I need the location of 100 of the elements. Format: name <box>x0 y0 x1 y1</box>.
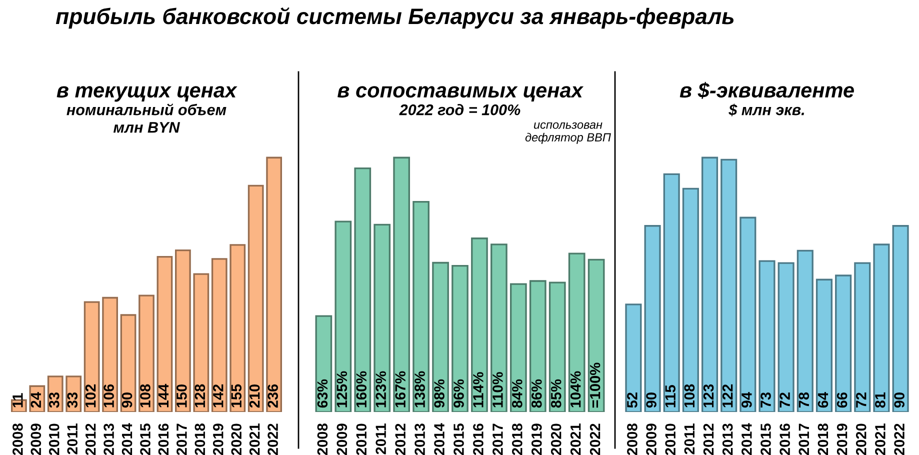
x-tick-label: 2019 <box>836 424 848 455</box>
bar <box>266 156 282 412</box>
bar <box>84 301 100 412</box>
bar <box>854 262 871 412</box>
bar <box>490 244 508 412</box>
x-tick-label: 2009 <box>30 424 42 455</box>
data-label: 123 <box>703 384 714 408</box>
x-tick-label: 2014 <box>434 423 444 455</box>
bar <box>740 216 756 412</box>
x-tick-label: 2015 <box>454 424 464 455</box>
data-label: 94 <box>742 392 752 408</box>
bar <box>374 224 391 412</box>
x-tick-label: 2018 <box>194 424 206 455</box>
bar <box>230 244 246 412</box>
data-label: 90 <box>122 392 132 408</box>
bar <box>393 156 410 412</box>
x-tick-label: 2011 <box>67 424 78 454</box>
chart-title: в сопоставимых ценах <box>338 86 584 102</box>
data-label: 236 <box>268 384 278 408</box>
x-tick-label: 2014 <box>122 423 132 455</box>
bar <box>682 188 699 412</box>
bar <box>211 258 228 412</box>
x-tick-label: 2008 <box>627 424 638 455</box>
data-label: 90 <box>646 392 656 408</box>
data-label: 78 <box>798 392 810 408</box>
x-tick-label: 2016 <box>473 424 484 455</box>
data-label: =100% <box>590 362 600 408</box>
data-label: 114% <box>473 372 484 408</box>
bar <box>412 200 430 412</box>
x-tick-label: 2015 <box>760 424 771 455</box>
data-label: 73 <box>760 392 771 408</box>
bar <box>248 184 264 412</box>
data-label: 24 <box>30 392 41 408</box>
x-tick-label: 2011 <box>684 424 695 454</box>
bar <box>816 278 833 412</box>
bar <box>102 296 118 412</box>
x-tick-label: 2008 <box>12 424 23 455</box>
data-label: 81 <box>875 392 886 408</box>
data-label: 123% <box>376 371 386 408</box>
bar <box>354 167 372 412</box>
x-tick-label: 2016 <box>780 424 790 455</box>
data-label: 155 <box>231 384 242 408</box>
bar <box>315 315 332 412</box>
bar <box>873 244 890 412</box>
chart-subtitle: $ млн экв. <box>728 104 804 116</box>
x-tick-label: 2022 <box>894 424 904 455</box>
x-tick-label: 2012 <box>703 424 714 455</box>
bar <box>156 256 173 412</box>
data-label: 142 <box>212 384 224 408</box>
data-label: 104% <box>570 371 581 408</box>
x-tick-label: 2019 <box>531 424 542 455</box>
data-label: 102 <box>85 384 96 408</box>
bar <box>701 156 718 412</box>
x-tick-label: 2016 <box>158 424 169 455</box>
data-label: 72 <box>856 392 866 408</box>
data-label: 11 <box>12 393 23 408</box>
bar <box>720 158 738 412</box>
x-tick-label: 2022 <box>590 424 600 455</box>
data-label: 125% <box>336 371 348 408</box>
x-tick-label: 2018 <box>512 424 522 455</box>
bar <box>432 262 449 412</box>
data-label: 33 <box>67 392 78 408</box>
x-tick-label: 2009 <box>336 424 348 455</box>
bar <box>778 262 794 412</box>
data-label: 210 <box>249 384 260 408</box>
x-tick-label: 2010 <box>356 424 367 455</box>
data-label: 98% <box>434 379 444 408</box>
bar <box>138 294 154 412</box>
x-tick-label: 2020 <box>550 424 562 455</box>
x-tick-label: 2008 <box>317 424 328 455</box>
bar <box>625 304 642 412</box>
bar <box>120 314 136 412</box>
data-label: 64 <box>818 392 828 408</box>
x-tick-label: 2012 <box>395 424 406 455</box>
text: прибыль банковской системы Беларуси за январь-февраль <box>56 7 734 29</box>
x-tick-label: 2017 <box>176 424 187 455</box>
bar <box>452 264 468 412</box>
x-tick-label: 2020 <box>231 424 242 455</box>
x-tick-label: 2010 <box>665 424 676 455</box>
bar <box>892 225 909 412</box>
bar <box>529 280 546 412</box>
data-label: 128 <box>194 384 206 408</box>
x-tick-label: 2012 <box>85 424 96 455</box>
bar <box>510 283 527 412</box>
bar <box>835 274 852 412</box>
x-tick-label: 2011 <box>376 424 386 454</box>
chart-subtitle: 2022 год = 100% <box>399 104 520 116</box>
bar <box>663 173 680 412</box>
data-label: 63% <box>317 379 328 408</box>
x-tick-label: 2018 <box>818 424 828 455</box>
x-tick-label: 2013 <box>722 424 733 455</box>
data-label: 110% <box>492 372 503 408</box>
data-label: 150 <box>176 384 187 408</box>
bar <box>588 258 605 412</box>
bar <box>471 238 488 412</box>
chart-title: в $-эквиваленте <box>680 82 854 99</box>
data-label: 96% <box>454 379 464 408</box>
x-tick-label: 2015 <box>140 424 150 455</box>
data-label: 86% <box>531 379 542 408</box>
data-label: 85% <box>550 379 562 408</box>
